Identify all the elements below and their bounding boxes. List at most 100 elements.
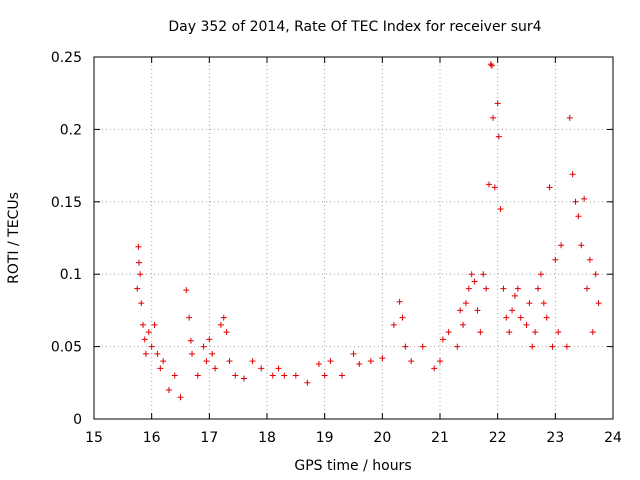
data-point — [589, 329, 596, 336]
data-point — [581, 195, 588, 202]
y-tick-label: 0 — [73, 412, 82, 428]
data-point — [523, 321, 530, 328]
y-tick-label: 0.25 — [51, 50, 82, 66]
data-point — [396, 298, 403, 305]
x-axis-label: GPS time / hours — [294, 458, 411, 474]
data-point — [186, 314, 193, 321]
data-point — [480, 271, 487, 278]
data-point — [584, 285, 591, 292]
data-point — [240, 375, 247, 382]
data-point — [390, 321, 397, 328]
x-tick-label: 24 — [604, 430, 622, 446]
data-point — [460, 321, 467, 328]
data-point — [203, 358, 210, 365]
data-point — [157, 365, 164, 372]
data-point — [477, 329, 484, 336]
data-point — [138, 300, 145, 307]
data-point — [592, 271, 599, 278]
x-tick-label: 23 — [546, 430, 564, 446]
data-point — [232, 372, 239, 379]
data-point — [503, 314, 510, 321]
data-point — [223, 329, 230, 336]
data-point — [529, 343, 536, 350]
data-point — [338, 372, 345, 379]
data-point — [140, 321, 147, 328]
data-point — [509, 307, 516, 314]
data-point — [292, 372, 299, 379]
y-tick-label: 0.15 — [51, 195, 82, 211]
data-point — [546, 184, 553, 191]
data-point — [258, 365, 265, 372]
data-point — [148, 343, 155, 350]
data-point — [497, 206, 504, 213]
plot-frame — [93, 56, 614, 420]
data-point — [327, 358, 334, 365]
data-point — [555, 329, 562, 336]
data-point — [483, 285, 490, 292]
data-point — [487, 61, 494, 68]
data-point — [558, 242, 565, 249]
data-point — [586, 256, 593, 263]
data-point — [171, 372, 178, 379]
data-point — [209, 350, 216, 357]
data-point — [491, 184, 498, 191]
data-point — [488, 62, 495, 69]
data-point — [367, 358, 374, 365]
data-point — [142, 350, 149, 357]
data-point — [572, 198, 579, 205]
data-point — [200, 343, 207, 350]
data-point — [275, 365, 282, 372]
data-point — [226, 358, 233, 365]
data-point — [549, 343, 556, 350]
data-point — [569, 171, 576, 178]
grid — [94, 57, 613, 419]
data-point — [350, 350, 357, 357]
data-point — [379, 355, 386, 362]
data-point — [495, 133, 502, 140]
data-point — [141, 336, 148, 343]
data-point — [431, 365, 438, 372]
data-point — [189, 350, 196, 357]
data-point — [315, 360, 322, 367]
data-point — [194, 372, 201, 379]
data-point — [304, 379, 311, 386]
data-point — [462, 300, 469, 307]
data-point — [445, 329, 452, 336]
x-tick-label: 17 — [200, 430, 218, 446]
data-point — [212, 365, 219, 372]
x-tick-label: 20 — [373, 430, 391, 446]
data-point — [514, 285, 521, 292]
data-point — [160, 358, 167, 365]
x-tick-label: 22 — [489, 430, 507, 446]
chart-title: Day 352 of 2014, Rate Of TEC Index for r… — [168, 19, 541, 35]
data-point — [575, 213, 582, 220]
x-tick-label: 18 — [258, 430, 276, 446]
data-point — [552, 256, 559, 263]
data-point — [490, 114, 497, 121]
data-point — [165, 387, 172, 394]
data-point — [281, 372, 288, 379]
data-point — [249, 358, 256, 365]
data-point — [563, 343, 570, 350]
data-point — [177, 394, 184, 401]
data-point — [402, 343, 409, 350]
data-point — [399, 314, 406, 321]
axis-ticks: 15 16 17 18 19 20 21 22 23 24 0 0.05 0.1 0.15 0.2 0.25 — [51, 50, 622, 446]
data-point — [419, 343, 426, 350]
y-tick-label: 0.2 — [60, 122, 82, 138]
data-point — [468, 271, 475, 278]
y-axis-label: ROTI / TECUs — [6, 192, 22, 284]
data-point — [137, 271, 144, 278]
data-point — [486, 181, 493, 188]
data-point — [408, 358, 415, 365]
data-point — [517, 314, 524, 321]
data-point — [535, 285, 542, 292]
data-point — [543, 314, 550, 321]
data-point — [135, 259, 142, 266]
data-point — [511, 292, 518, 299]
x-tick-label: 16 — [143, 430, 161, 446]
data-point — [151, 321, 158, 328]
data-point — [220, 314, 227, 321]
data-point — [439, 336, 446, 343]
